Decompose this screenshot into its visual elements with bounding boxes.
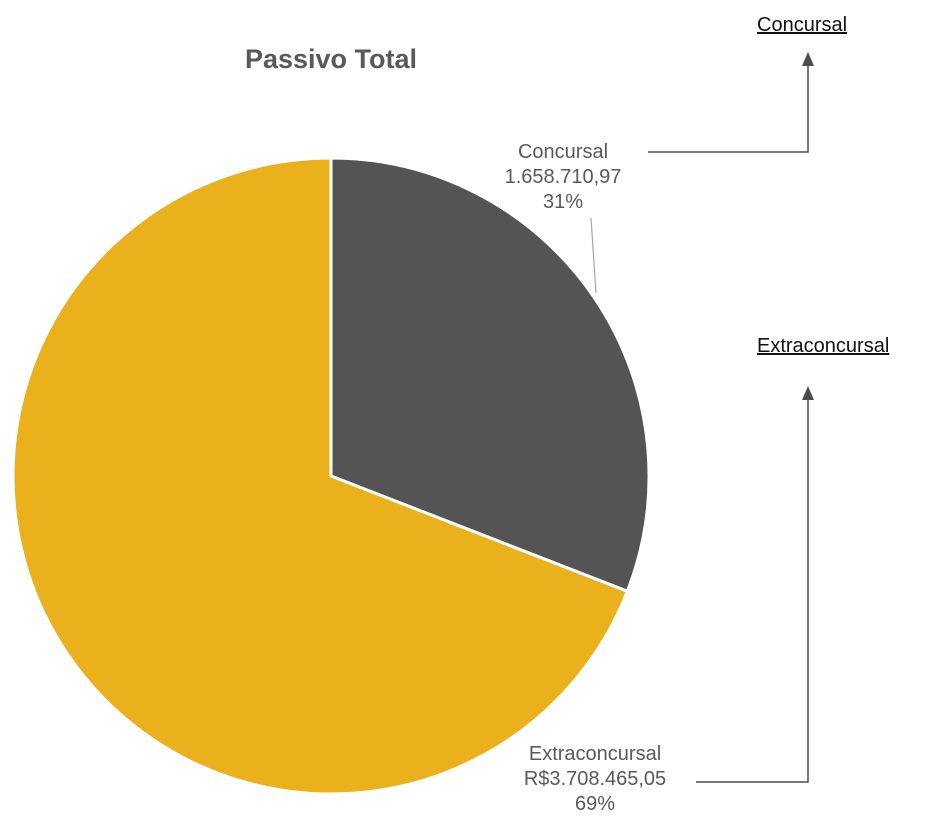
data-label-concursal-name: Concursal <box>518 141 608 163</box>
data-label-extraconcursal-value: R$3.708.465,05 <box>524 768 666 790</box>
connector-arrow-extraconcursal <box>696 398 809 783</box>
chart-title: Passivo Total <box>245 44 417 74</box>
pie-slice-concursal <box>329 156 651 593</box>
data-label-concursal-value: 1.658.710,97 <box>505 166 622 188</box>
arrowhead-concursal-icon <box>802 52 814 66</box>
data-label-concursal: Concursal 1.658.710,97 31% <box>505 141 622 213</box>
leader-line-concursal <box>590 217 597 294</box>
arrowhead-extraconcursal-icon <box>802 386 814 400</box>
link-extraconcursal[interactable]: Extraconcursal <box>757 335 889 357</box>
connector-arrow-concursal <box>648 64 809 153</box>
pie-slices <box>11 156 651 796</box>
pie-slice-extraconcursal <box>11 156 629 796</box>
data-label-concursal-percent: 31% <box>543 191 583 213</box>
data-label-extraconcursal-percent: 69% <box>575 793 615 815</box>
link-concursal[interactable]: Concursal <box>757 14 847 36</box>
data-label-extraconcursal: Extraconcursal R$3.708.465,05 69% <box>524 743 666 815</box>
data-label-extraconcursal-name: Extraconcursal <box>529 743 661 765</box>
